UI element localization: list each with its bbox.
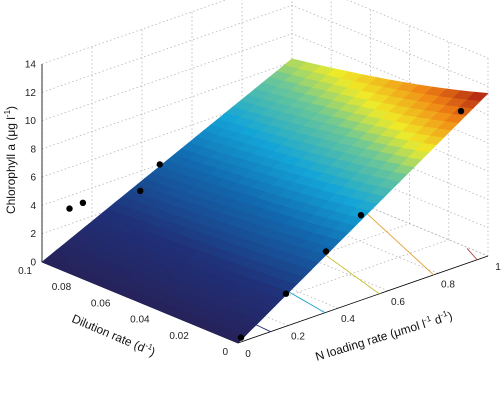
z-tick-label: 4	[30, 201, 36, 212]
data-point	[322, 248, 330, 255]
x-axis-label: N loading rate (μmol l-1 d-1)	[313, 308, 454, 364]
data-point	[357, 212, 365, 219]
wall-gridline	[41, 4, 489, 93]
z-axis-label: Chlorophyll a (μg l-1)	[3, 106, 18, 214]
data-point	[156, 161, 163, 168]
x-tick-label: 0.8	[441, 279, 455, 290]
wall-gridline	[41, 33, 489, 121]
y-tick-label: 0.08	[52, 282, 72, 293]
y-tick-label: 0.1	[18, 266, 32, 277]
z-tick-label: 0	[30, 258, 36, 269]
z-tick-label: 2	[30, 229, 36, 240]
y-tick-label: 0.02	[169, 331, 189, 342]
wall-gridline	[41, 0, 489, 65]
y-tick-label: 0	[222, 347, 228, 358]
x-tick-label: 0.6	[391, 297, 405, 308]
z-tick-label: 14	[25, 60, 37, 71]
z-tick-label: 12	[25, 88, 37, 99]
data-point	[66, 205, 73, 212]
contour-line	[466, 248, 478, 261]
x-tick-label: 0.2	[291, 332, 305, 343]
tick-labels: 00.20.40.60.8100.020.040.060.080.1024681…	[18, 60, 501, 361]
z-tick-label: 6	[30, 173, 36, 184]
z-tick-label: 8	[30, 144, 36, 155]
data-point	[79, 199, 87, 206]
surface-patch	[283, 58, 307, 69]
y-tick-label: 0.04	[130, 315, 150, 326]
x-axis-line	[237, 255, 489, 344]
data-point	[457, 107, 465, 115]
data-point	[137, 187, 144, 195]
contour-line	[354, 202, 435, 276]
x-tick-label: 0.4	[341, 314, 355, 325]
surface	[41, 58, 489, 344]
data-point	[282, 290, 290, 297]
z-tick-label: 10	[25, 116, 37, 127]
data-points	[66, 107, 465, 341]
y-tick-label: 0.06	[91, 298, 111, 309]
x-tick-label: 0	[245, 349, 251, 360]
x-tick-label: 1	[495, 262, 501, 273]
data-point	[237, 334, 245, 341]
